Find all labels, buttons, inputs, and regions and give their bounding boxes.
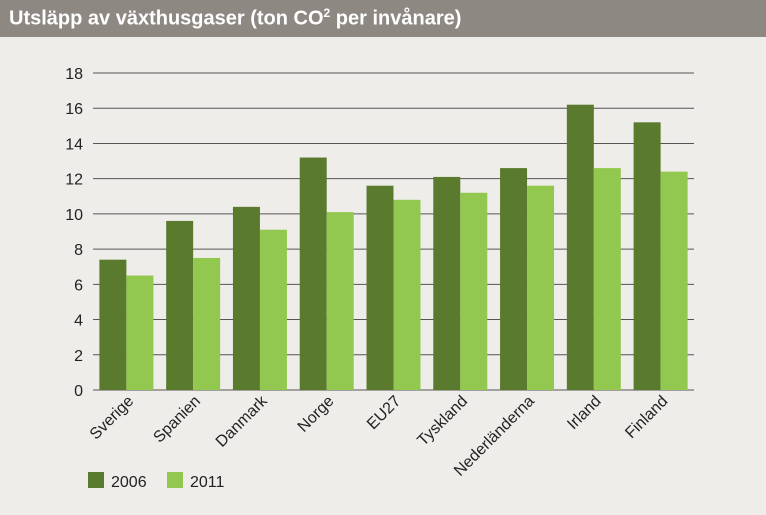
bar-2011-tyskland bbox=[460, 192, 488, 390]
y-tick-label: 2 bbox=[74, 348, 83, 365]
bar-2011-eu27 bbox=[393, 199, 421, 390]
y-tick-label: 16 bbox=[65, 101, 83, 118]
chart-title-rest: per invånare) bbox=[330, 7, 462, 30]
x-axis-labels: Sverige Spanien Danmark Norge EU27 TysklandNe… bbox=[87, 392, 672, 480]
bar-2011-danmark bbox=[259, 229, 287, 390]
y-tick-label: 18 bbox=[65, 66, 83, 83]
y-axis-ticks: 0 2 4 6 8 10 12 14 16 18 bbox=[65, 66, 83, 400]
bars bbox=[99, 104, 688, 391]
x-tick-label-finland: Finland bbox=[622, 393, 671, 442]
bar-2011-nederländerna bbox=[527, 185, 555, 390]
x-tick-label-norge: Norge bbox=[295, 393, 338, 436]
bar-2006-danmark bbox=[232, 206, 260, 390]
x-tick-label-irland: Irland bbox=[564, 393, 604, 433]
bar-2011-spanien bbox=[193, 257, 221, 390]
bar-2006-eu27 bbox=[366, 185, 394, 390]
y-tick-label: 14 bbox=[65, 136, 83, 153]
y-tick-label: 6 bbox=[74, 277, 83, 294]
y-tick-label: 8 bbox=[74, 242, 83, 259]
x-tick-label-sverige: Sverige bbox=[87, 393, 137, 443]
x-tick-label-eu27: EU27 bbox=[364, 393, 404, 433]
title-bar: Utsläpp av växthusgaser (ton CO2 per inv… bbox=[0, 0, 766, 37]
bar-2006-nederländerna bbox=[500, 168, 528, 390]
bar-2011-finland bbox=[660, 171, 688, 390]
bar-2011-irland bbox=[593, 168, 621, 390]
chart-title: Utsläpp av växthusgaser (ton CO2 per inv… bbox=[9, 6, 461, 31]
bar-2006-finland bbox=[633, 122, 661, 391]
y-tick-label: 4 bbox=[74, 313, 83, 330]
y-tick-label: 0 bbox=[74, 383, 83, 400]
chart-title-main: Utsläpp av växthusgaser (ton CO bbox=[9, 7, 324, 30]
legend-label-2006: 2006 bbox=[111, 474, 147, 491]
bar-2006-norge bbox=[299, 157, 327, 390]
y-tick-label: 12 bbox=[65, 172, 83, 189]
bar-2006-spanien bbox=[166, 220, 194, 390]
bar-2006-irland bbox=[566, 104, 594, 390]
y-tick-label: 10 bbox=[65, 207, 83, 224]
x-tick-label-danmark: Danmark bbox=[213, 392, 272, 451]
legend-swatch-2006 bbox=[88, 472, 104, 488]
chart-title-sup: 2 bbox=[323, 6, 331, 20]
bar-2011-sverige bbox=[126, 275, 154, 390]
x-tick-label-spanien: Spanien bbox=[150, 393, 204, 447]
x-tick-label-tyskland: Tyskland bbox=[414, 393, 471, 450]
bar-2006-tyskland bbox=[433, 176, 461, 390]
bar-2006-sverige bbox=[99, 259, 127, 390]
legend-swatch-2011 bbox=[167, 472, 183, 488]
bar-2011-norge bbox=[326, 212, 354, 390]
legend: 2006 2011 bbox=[88, 472, 225, 491]
legend-label-2011: 2011 bbox=[190, 474, 225, 491]
